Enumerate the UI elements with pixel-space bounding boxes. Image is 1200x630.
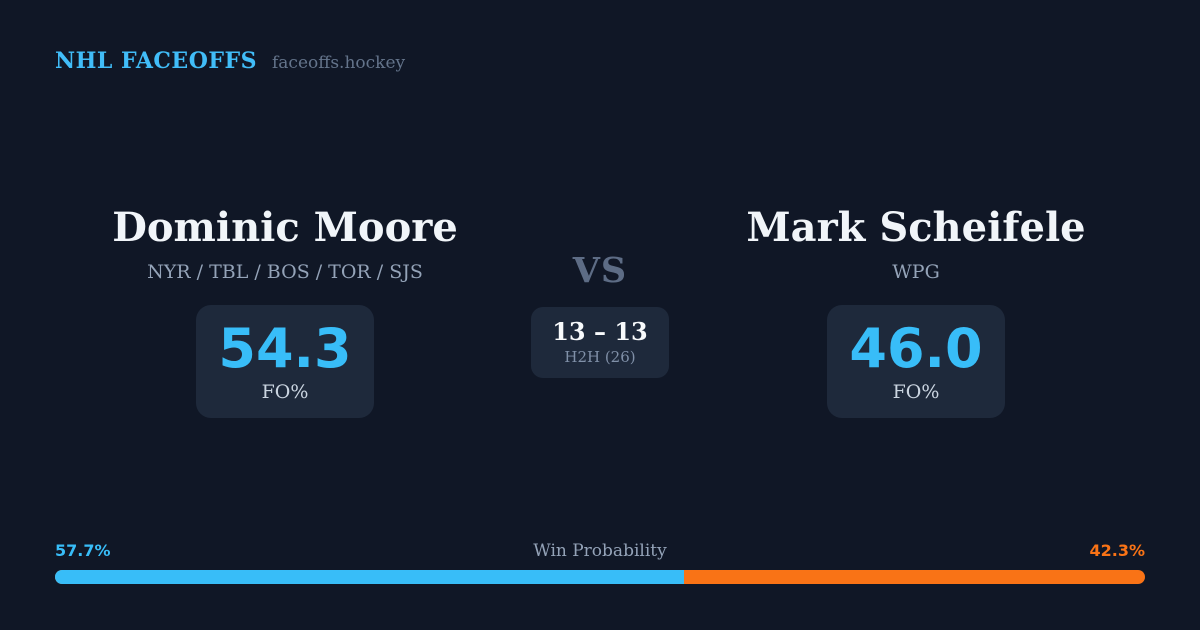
win-probability-labels: 57.7% Win Probability 42.3% <box>55 541 1145 561</box>
player-left-stat-card: 54.3 FO% <box>196 305 374 418</box>
h2h-label: H2H (26) <box>564 348 636 366</box>
win-prob-title: Win Probability <box>533 541 667 561</box>
player-left-fo-value: 54.3 <box>218 317 352 380</box>
site-url: faceoffs.hockey <box>272 53 406 73</box>
header: NHL FACEOFFS faceoffs.hockey <box>55 48 405 74</box>
win-prob-bar-left-segment <box>55 570 684 584</box>
player-left-fo-label: FO% <box>261 381 309 403</box>
player-left-name: Dominic Moore <box>112 204 458 251</box>
h2h-card: 13 – 13 H2H (26) <box>531 307 669 378</box>
player-right-fo-label: FO% <box>892 381 940 403</box>
matchup-center-section: VS 13 – 13 H2H (26) <box>450 252 750 378</box>
player-right-fo-value: 46.0 <box>849 317 983 380</box>
brand-title: NHL FACEOFFS <box>55 48 257 74</box>
player-right-stat-card: 46.0 FO% <box>827 305 1005 418</box>
player-left-teams: NYR / TBL / BOS / TOR / SJS <box>147 261 423 283</box>
vs-label: VS <box>572 250 628 291</box>
h2h-score: 13 – 13 <box>552 317 648 346</box>
player-right-section: Mark Scheifele WPG 46.0 FO% <box>716 206 1116 418</box>
win-prob-right-pct: 42.3% <box>1089 541 1145 560</box>
win-prob-left-pct: 57.7% <box>55 541 111 560</box>
win-prob-bar <box>55 570 1145 584</box>
player-right-name: Mark Scheifele <box>746 204 1086 251</box>
win-probability-section: 57.7% Win Probability 42.3% <box>55 541 1145 584</box>
player-left-section: Dominic Moore NYR / TBL / BOS / TOR / SJ… <box>85 206 485 418</box>
player-right-teams: WPG <box>892 261 940 283</box>
